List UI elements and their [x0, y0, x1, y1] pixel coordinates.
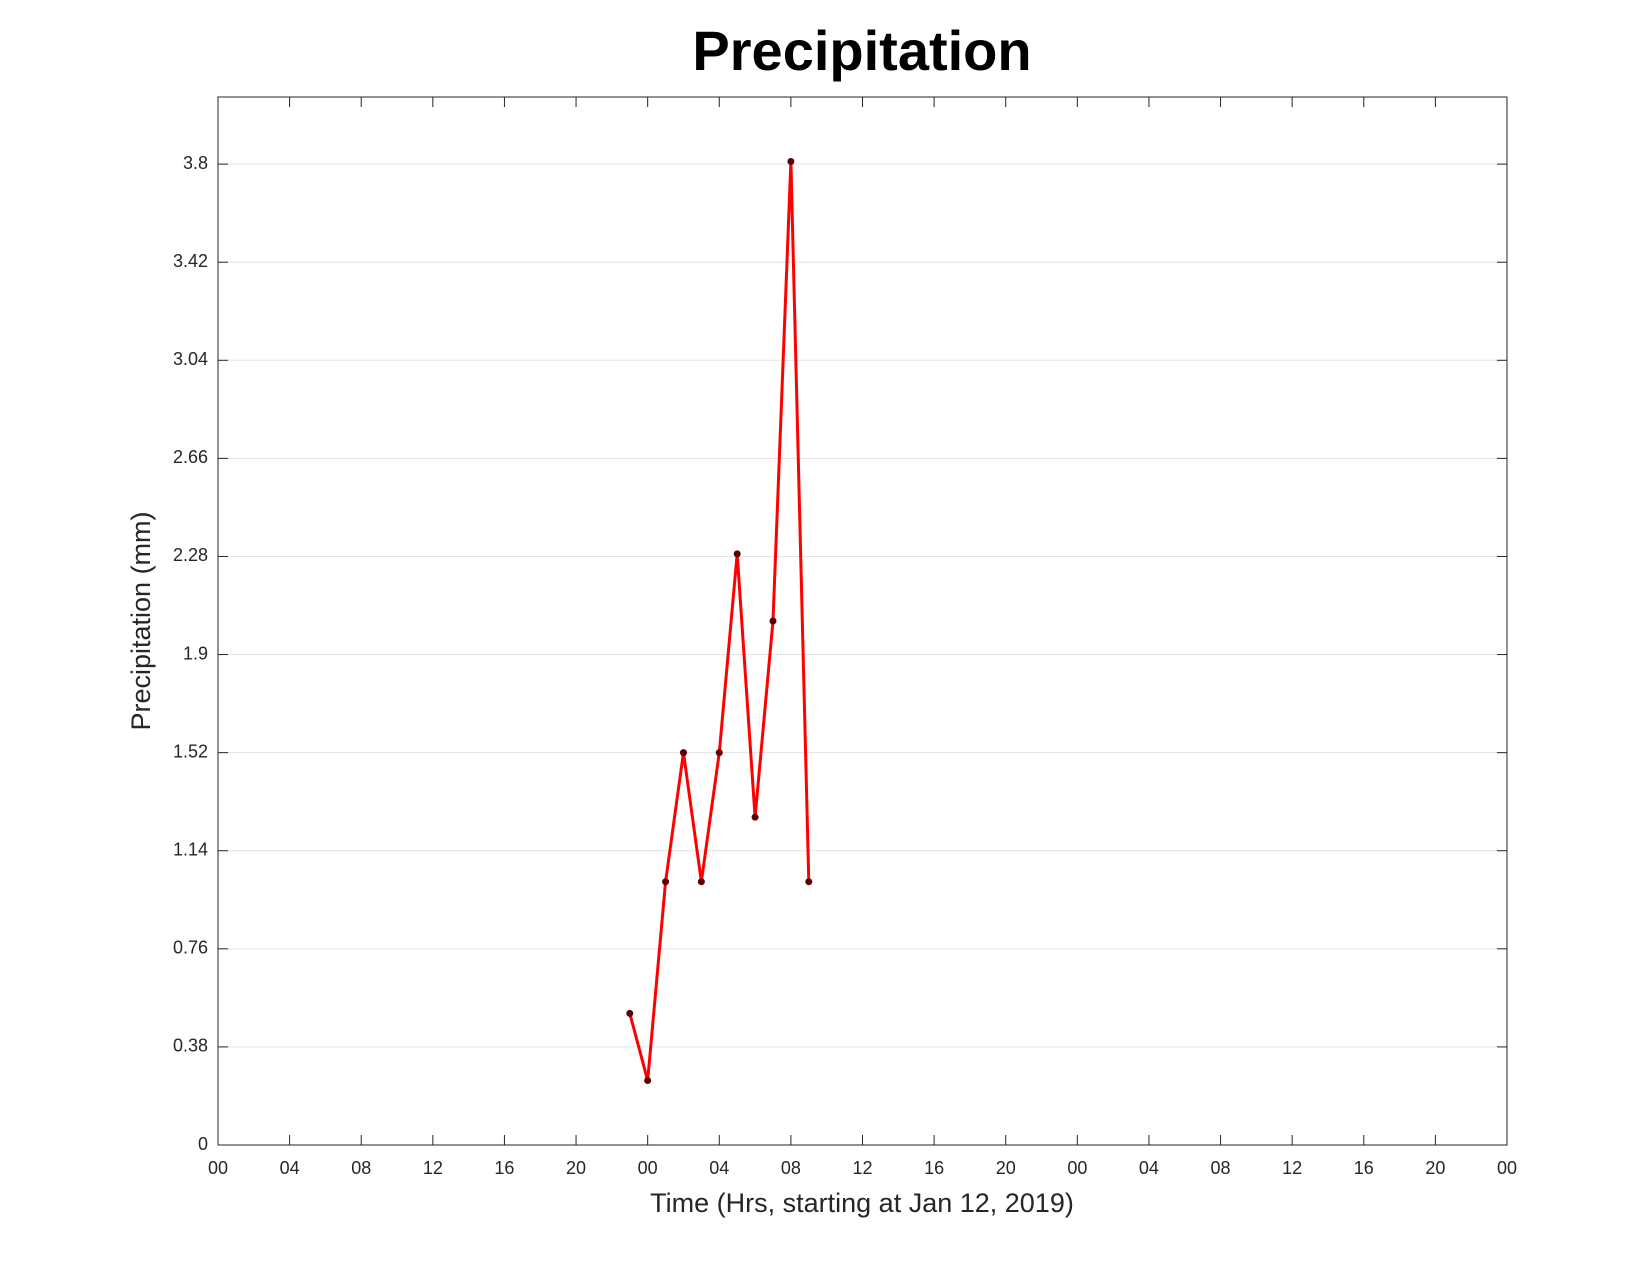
y-tick-label: 3.42 — [173, 251, 208, 271]
chart-title: Precipitation — [692, 19, 1031, 82]
data-point — [644, 1076, 652, 1084]
x-axis-label: Time (Hrs, starting at Jan 12, 2019) — [650, 1188, 1074, 1218]
x-tick-label: 00 — [638, 1158, 658, 1178]
x-tick-label: 16 — [1354, 1158, 1374, 1178]
y-tick-label: 1.52 — [173, 741, 208, 761]
data-point — [751, 813, 759, 821]
data-point — [733, 550, 741, 558]
y-tick-label: 1.14 — [173, 839, 208, 859]
x-tick-label: 20 — [996, 1158, 1016, 1178]
y-tick-label: 0.38 — [173, 1036, 208, 1056]
y-tick-label: 1.9 — [183, 643, 208, 663]
y-tick-label: 3.04 — [173, 349, 208, 369]
y-tick-label: 2.66 — [173, 447, 208, 467]
data-point — [679, 749, 687, 757]
x-tick-label: 16 — [924, 1158, 944, 1178]
y-tick-label: 2.28 — [173, 545, 208, 565]
x-tick-label: 16 — [494, 1158, 514, 1178]
x-tick-label: 00 — [1067, 1158, 1087, 1178]
plot-frame — [217, 96, 1508, 1146]
x-tick-label: 08 — [1211, 1158, 1231, 1178]
y-axis-label: Precipitation (mm) — [126, 511, 156, 730]
data-point — [769, 617, 777, 625]
data-point — [787, 158, 795, 166]
x-tick-label: 08 — [351, 1158, 371, 1178]
x-tick-label: 12 — [1282, 1158, 1302, 1178]
x-tick-label: 20 — [566, 1158, 586, 1178]
y-tick-label: 0 — [198, 1134, 208, 1154]
y-tick-label: 3.8 — [183, 153, 208, 173]
data-point — [626, 1009, 634, 1017]
data-point — [805, 878, 813, 886]
x-tick-label: 08 — [781, 1158, 801, 1178]
x-tick-label: 04 — [709, 1158, 729, 1178]
data-point — [662, 878, 670, 886]
x-tick-label: 04 — [1139, 1158, 1159, 1178]
data-point — [715, 749, 723, 757]
x-tick-label: 00 — [1497, 1158, 1517, 1178]
x-tick-label: 20 — [1425, 1158, 1445, 1178]
x-tick-label: 04 — [280, 1158, 300, 1178]
x-tick-label: 00 — [208, 1158, 228, 1178]
y-tick-label: 0.76 — [173, 938, 208, 958]
x-tick-label: 12 — [852, 1158, 872, 1178]
data-point — [697, 878, 705, 886]
x-tick-label: 12 — [423, 1158, 443, 1178]
